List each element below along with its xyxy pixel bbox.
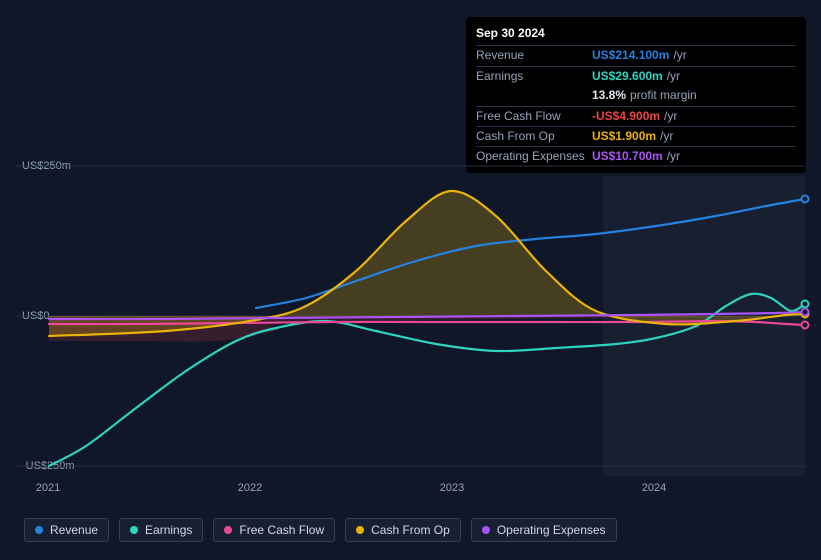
tooltip-metric-label: Operating Expenses <box>476 148 592 165</box>
tooltip-row: Cash From OpUS$1.900m/yr <box>476 126 796 146</box>
legend-item-revenue[interactable]: Revenue <box>24 518 109 542</box>
legend-color-dot <box>224 526 232 534</box>
tooltip-metric-label: Earnings <box>476 68 592 85</box>
tooltip-row: RevenueUS$214.100m/yr <box>476 45 796 65</box>
tooltip-metric-label <box>476 87 592 104</box>
tooltip-metric-value: US$214.100m/yr <box>592 47 687 64</box>
legend-color-dot <box>130 526 138 534</box>
legend-color-dot <box>482 526 490 534</box>
tooltip-row: 13.8%profit margin <box>476 86 796 105</box>
tooltip-row: Operating ExpensesUS$10.700m/yr <box>476 146 796 166</box>
tooltip-metric-label: Free Cash Flow <box>476 108 592 125</box>
x-axis-label: 2021 <box>36 482 60 494</box>
legend-item-operating-expenses[interactable]: Operating Expenses <box>471 518 617 542</box>
tooltip-metric-value: 13.8%profit margin <box>592 87 697 104</box>
x-axis-label: 2024 <box>642 482 666 494</box>
legend-item-free-cash-flow[interactable]: Free Cash Flow <box>213 518 335 542</box>
legend-item-earnings[interactable]: Earnings <box>119 518 203 542</box>
tooltip-row: EarningsUS$29.600m/yr <box>476 66 796 86</box>
legend-label: Operating Expenses <box>497 523 606 537</box>
legend-label: Earnings <box>145 523 192 537</box>
tooltip-metric-label: Cash From Op <box>476 128 592 145</box>
tooltip-metric-value: -US$4.900m/yr <box>592 108 677 125</box>
legend-item-cash-from-op[interactable]: Cash From Op <box>345 518 461 542</box>
legend-color-dot <box>35 526 43 534</box>
财务图表面板: Sep 30 2024 RevenueUS$214.100m/yrEarning… <box>0 0 821 560</box>
chart-tooltip: Sep 30 2024 RevenueUS$214.100m/yrEarning… <box>466 17 806 173</box>
tooltip-metric-value: US$29.600m/yr <box>592 68 680 85</box>
legend-label: Revenue <box>50 523 98 537</box>
x-axis-label: 2023 <box>440 482 464 494</box>
tooltip-row: Free Cash Flow-US$4.900m/yr <box>476 106 796 126</box>
tooltip-metric-value: US$10.700m/yr <box>592 148 680 165</box>
legend-color-dot <box>356 526 364 534</box>
legend-label: Cash From Op <box>371 523 450 537</box>
chart-legend: Revenue Earnings Free Cash Flow Cash From O… <box>24 518 617 542</box>
tooltip-date: Sep 30 2024 <box>476 25 796 42</box>
tooltip-metric-label: Revenue <box>476 47 592 64</box>
x-axis-label: 2022 <box>238 482 262 494</box>
financial-chart <box>16 176 805 476</box>
legend-label: Free Cash Flow <box>239 523 324 537</box>
tooltip-metric-value: US$1.900m/yr <box>592 128 673 145</box>
